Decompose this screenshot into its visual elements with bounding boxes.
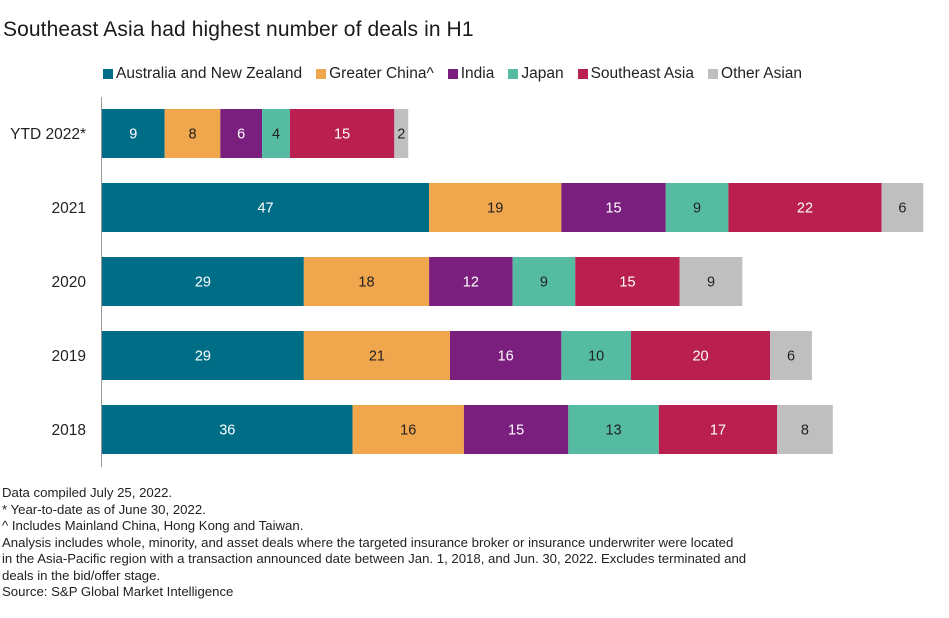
bar-segment (630, 331, 771, 380)
bar-segment (679, 257, 743, 306)
footnote-source: Source: S&P Global Market Intelligence (2, 584, 234, 599)
y-tick-label: 2020 (52, 274, 87, 291)
data-label: 18 (358, 275, 374, 291)
footnote-ytd: * Year-to-date as of June 30, 2022. (2, 501, 206, 517)
data-label: 36 (219, 423, 235, 439)
legend-swatch (316, 69, 327, 79)
y-tick-label: 2021 (52, 200, 86, 217)
legend-item-japan: Japan (508, 65, 564, 83)
data-label: 15 (619, 275, 635, 291)
bar-segment (102, 109, 165, 158)
y-tick-label: 2019 (52, 348, 86, 365)
data-label: 9 (540, 275, 548, 291)
bar-segment (568, 405, 659, 454)
legend-item-other-asian: Other Asian (708, 65, 802, 83)
data-label: 8 (188, 127, 196, 143)
legend-swatch (447, 69, 458, 79)
data-label: 47 (257, 201, 273, 217)
legend-item-greater-china: Greater China^ (316, 65, 434, 83)
data-label: 15 (605, 201, 621, 217)
legend-swatch (577, 69, 588, 79)
bar-segment (561, 331, 631, 380)
data-label: 9 (129, 127, 137, 143)
bar-segment (394, 109, 409, 158)
legend-label: Japan (521, 65, 564, 82)
data-label: 20 (692, 349, 708, 365)
bar-segment (303, 331, 450, 380)
bar-segment (102, 257, 304, 306)
bar-segment (102, 405, 353, 454)
footnote-compiled: Data compiled July 25, 2022. (2, 485, 173, 500)
bar-segment (352, 405, 464, 454)
data-label: 6 (898, 201, 906, 217)
bar-segment (561, 183, 666, 232)
bar-segment (303, 257, 430, 306)
data-label: 6 (237, 127, 245, 143)
bar-segment (429, 183, 562, 232)
legend-item-australia-nz: Australia and New Zealand (103, 65, 302, 83)
bar-segment (575, 257, 680, 306)
legend-label: Australia and New Zealand (116, 65, 303, 82)
bar-segment (512, 257, 576, 306)
data-label: 21 (369, 349, 385, 365)
legend-item-southeast-asia: Southeast Asia (577, 65, 695, 83)
bar-segment (450, 331, 562, 380)
footnotes: Data compiled July 25, 2022. * Year-to-d… (2, 485, 947, 601)
footnote-analysis-2: in the Asia-Pacific region with a transa… (2, 551, 747, 566)
data-label: 22 (797, 201, 813, 217)
bar-segment (220, 109, 263, 158)
data-label: 12 (463, 275, 479, 291)
y-tick-label: 2018 (52, 422, 86, 439)
bar-segment (658, 405, 778, 454)
legend-label: Greater China^ (329, 65, 434, 82)
data-label: 10 (588, 349, 604, 365)
bar-segment (777, 405, 833, 454)
legend-label: India (460, 65, 495, 82)
bar-segment (262, 109, 290, 158)
data-label: 9 (707, 275, 715, 291)
data-label: 13 (605, 423, 621, 439)
data-label: 15 (508, 423, 524, 439)
data-label: 29 (195, 349, 211, 365)
bar-segment (164, 109, 221, 158)
bar-segment (102, 183, 430, 232)
legend-swatch (508, 69, 519, 79)
legend-swatch (103, 69, 113, 79)
data-label: 15 (334, 127, 350, 143)
bar-segment (881, 183, 924, 232)
legend: Australia and New Zealand Greater China^… (103, 65, 816, 83)
bar-segment (728, 183, 882, 232)
footnote-analysis-3: deals in the bid/offer stage. (2, 567, 161, 583)
bar-segment (289, 109, 395, 158)
bar-segment (770, 331, 812, 380)
legend-label: Southeast Asia (590, 65, 695, 82)
chart-title: Southeast Asia had highest number of dea… (3, 18, 474, 41)
footnote-analysis-1: Analysis includes whole, minority, and a… (2, 534, 734, 550)
data-label: 16 (400, 423, 416, 439)
footnote-greater-china: ^ Includes Mainland China, Hong Kong and… (2, 518, 304, 533)
legend-item-india: India (447, 65, 495, 83)
bar-segment (463, 405, 569, 454)
bar-segment (102, 331, 304, 380)
data-label: 17 (710, 423, 726, 439)
data-label: 19 (487, 201, 503, 217)
bar-segment (429, 257, 513, 306)
legend-label: Other Asian (721, 65, 803, 82)
data-label: 6 (787, 349, 795, 365)
data-label: 16 (498, 349, 514, 365)
data-label: 4 (272, 127, 280, 143)
bar-segment (665, 183, 729, 232)
data-label: 29 (195, 275, 211, 291)
data-label: 2 (397, 127, 405, 143)
y-tick-label: YTD 2022* (10, 126, 86, 143)
data-label: 8 (801, 423, 809, 439)
data-label: 9 (693, 201, 701, 217)
legend-swatch (708, 69, 719, 79)
